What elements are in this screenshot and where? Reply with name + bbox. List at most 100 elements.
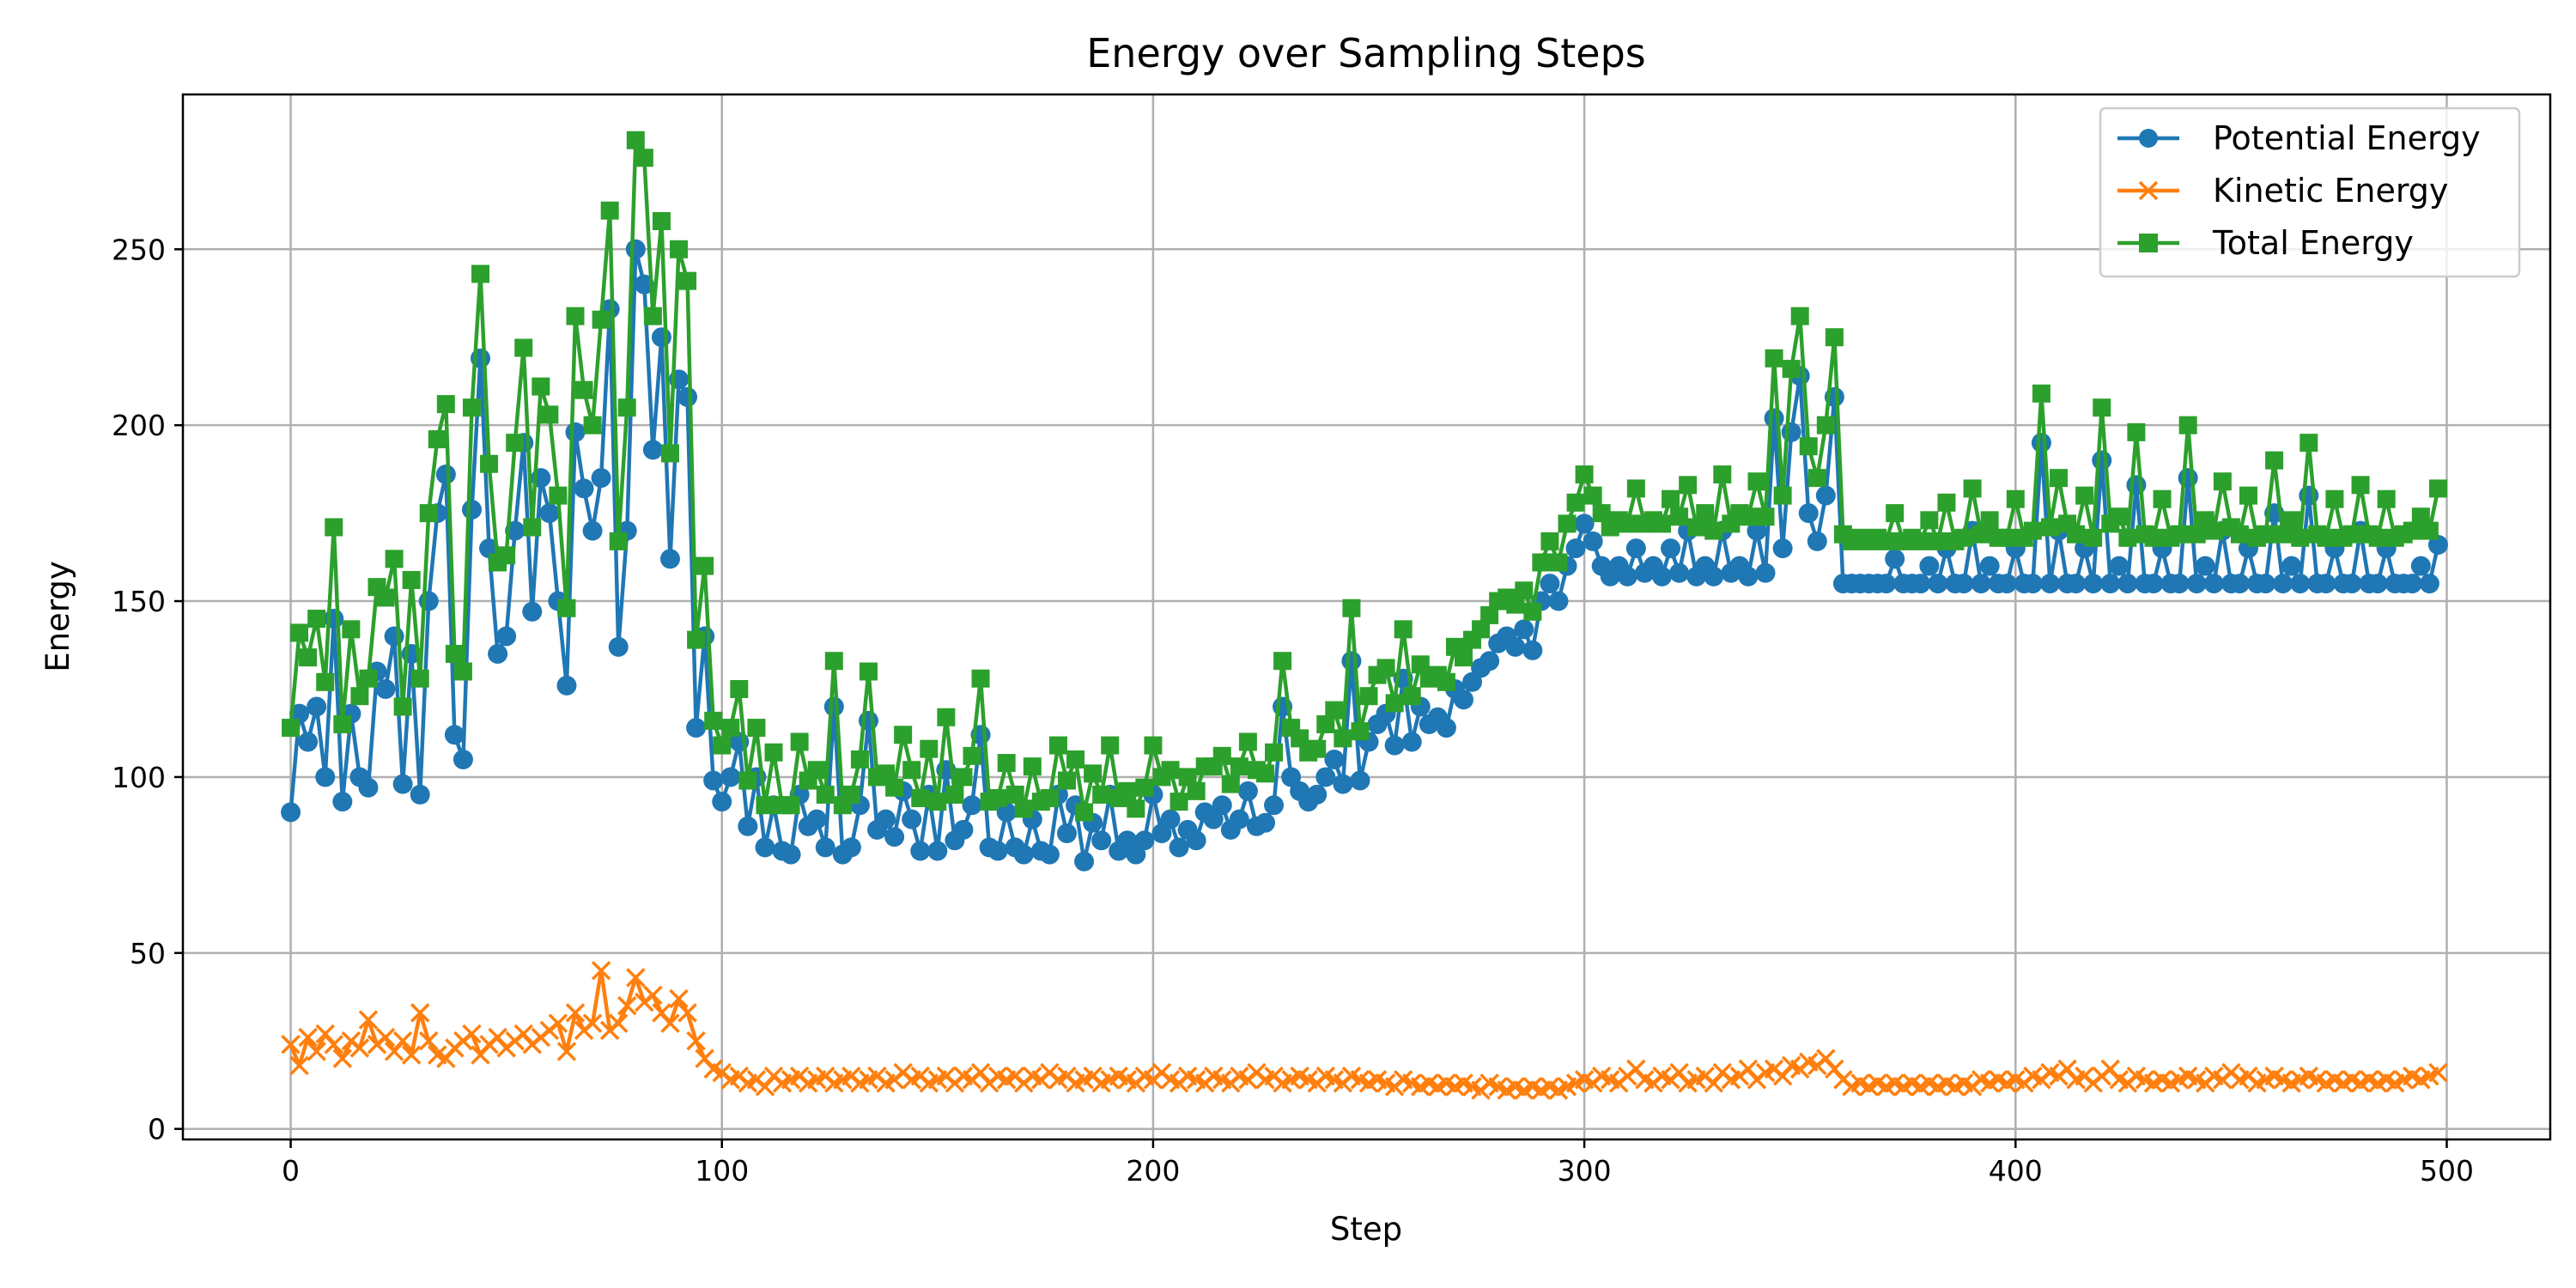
data-point	[350, 687, 369, 706]
data-point	[583, 416, 602, 434]
data-point	[1739, 507, 1758, 526]
data-point	[2274, 525, 2293, 544]
data-point	[1040, 789, 1059, 808]
data-point	[2427, 534, 2448, 555]
data-point	[1661, 538, 1681, 559]
data-point	[2075, 486, 2094, 505]
data-point	[841, 837, 861, 858]
data-point	[307, 1042, 326, 1061]
series-total-energy	[282, 131, 2447, 822]
data-point	[2367, 574, 2388, 594]
data-point	[2039, 574, 2060, 594]
data-point	[1704, 521, 1723, 540]
data-point	[1074, 851, 1095, 872]
data-point	[2402, 574, 2422, 594]
data-point	[2084, 528, 2103, 547]
data-point	[1384, 735, 1405, 756]
data-point	[1618, 514, 1637, 533]
data-point	[1919, 556, 1940, 576]
data-point	[859, 662, 878, 681]
data-point	[962, 795, 982, 816]
plot-frame	[181, 93, 2552, 1141]
data-point	[1144, 736, 1163, 755]
data-point	[462, 1024, 482, 1044]
data-point	[885, 778, 904, 797]
data-point	[2281, 556, 2302, 576]
data-point	[2170, 525, 2189, 544]
data-point	[419, 504, 438, 523]
data-point	[1885, 549, 1905, 569]
data-point	[1221, 775, 1240, 793]
data-point	[651, 327, 671, 348]
data-point	[997, 754, 1016, 773]
data-point	[2092, 450, 2112, 471]
data-point	[1540, 574, 1560, 594]
data-point	[1816, 416, 1835, 434]
data-point	[2428, 1062, 2448, 1083]
data-point	[2213, 472, 2232, 491]
data-point	[2403, 521, 2421, 540]
data-point	[876, 809, 896, 829]
data-point	[2420, 521, 2439, 540]
data-point	[375, 1027, 396, 1048]
data-point	[2428, 479, 2447, 498]
data-point	[2317, 528, 2336, 547]
data-point	[1815, 485, 1836, 506]
data-point	[461, 500, 482, 520]
data-point	[703, 770, 724, 791]
data-point	[1291, 729, 1309, 748]
data-point	[1756, 507, 1775, 526]
data-point	[445, 645, 464, 664]
data-point	[1230, 757, 1249, 776]
data-point	[1169, 837, 1189, 858]
y-tick-label: 50	[130, 937, 166, 970]
data-point	[574, 478, 594, 499]
data-point	[1351, 722, 1370, 741]
data-point	[1402, 687, 1421, 706]
data-point	[1929, 532, 1947, 550]
data-point	[479, 538, 500, 559]
legend-item: Potential Energy	[2117, 119, 2481, 157]
data-point	[281, 802, 301, 823]
data-point	[1532, 553, 1551, 572]
data-point	[2083, 574, 2104, 594]
data-point	[332, 1048, 353, 1068]
data-point	[557, 598, 576, 617]
data-point	[1687, 518, 1706, 537]
legend-swatch-marker	[2138, 180, 2159, 201]
data-point	[1394, 620, 1413, 639]
series-line	[289, 138, 2440, 815]
data-point	[677, 386, 698, 407]
data-point	[418, 591, 439, 611]
data-point	[1911, 574, 1931, 594]
data-point	[1014, 799, 1033, 818]
data-point	[548, 1013, 568, 1034]
data-point	[1324, 749, 1345, 769]
data-point	[1255, 812, 1275, 833]
data-point	[1212, 746, 1231, 765]
data-point	[2291, 528, 2310, 547]
data-point	[927, 841, 948, 861]
data-point	[1617, 566, 1637, 586]
data-point	[1066, 750, 1085, 769]
data-point	[2032, 384, 2050, 403]
data-point	[677, 1003, 697, 1023]
x-tick-label: 300	[1558, 1154, 1612, 1188]
data-point	[1506, 595, 1525, 614]
data-point	[1308, 739, 1327, 758]
data-point	[2144, 528, 2163, 547]
data-point	[1048, 736, 1067, 755]
data-point	[1350, 770, 1370, 791]
data-point	[2368, 528, 2387, 547]
data-point	[635, 149, 653, 167]
data-point	[2410, 556, 2431, 576]
data-point	[2325, 489, 2344, 508]
data-point	[1625, 538, 1646, 559]
data-point	[1187, 781, 1206, 800]
data-point	[652, 212, 671, 231]
data-point	[1626, 479, 1645, 498]
data-point	[1135, 778, 1154, 797]
data-point	[2230, 525, 2249, 544]
data-point	[333, 714, 352, 733]
